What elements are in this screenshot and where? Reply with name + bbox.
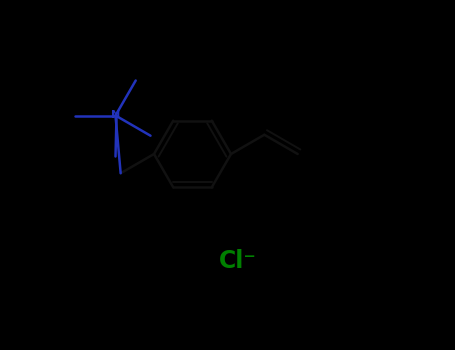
Text: N: N — [111, 111, 120, 120]
Text: Cl⁻: Cl⁻ — [219, 249, 257, 273]
